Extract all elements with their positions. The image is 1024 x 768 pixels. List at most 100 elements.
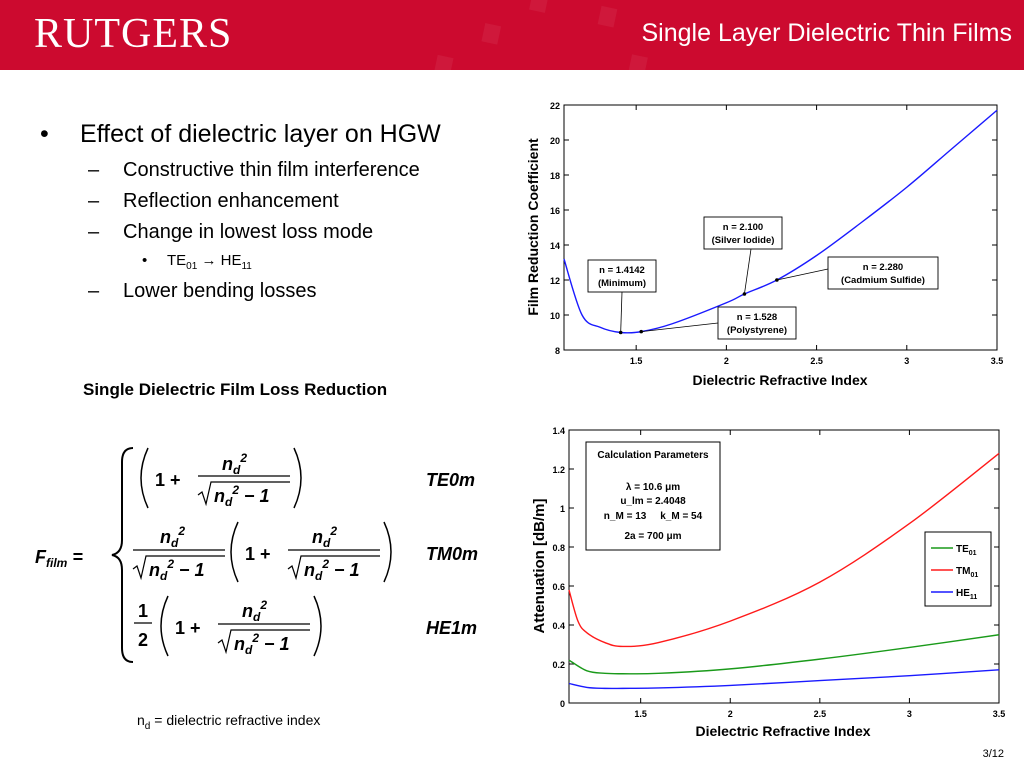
chart-xlabel: Dielectric Refractive Index — [692, 372, 867, 388]
mode-from-sub: 01 — [186, 261, 198, 272]
slide-title: Single Layer Dielectric Thin Films — [641, 19, 1013, 47]
chart-xlabel: Dielectric Refractive Index — [695, 723, 870, 738]
legend-label-tm: TM01 — [956, 566, 978, 579]
film-reduction-chart: Film Reduction Coefficient Dielectric Re… — [525, 101, 1004, 388]
svg-text:1 +: 1 + — [175, 618, 201, 638]
series-line-te01 — [568, 634, 1000, 675]
annotation-line2: (Silver Iodide) — [712, 235, 775, 246]
header-bar: ⋰⋱ RUTGERS Single Layer Dielectric Thin … — [0, 0, 1024, 70]
annotation-box — [703, 216, 783, 250]
svg-text:nd2 − 1: nd2 − 1 — [234, 631, 290, 657]
svg-text:2: 2 — [138, 630, 148, 650]
params-line: λ = 10.6 μm — [626, 482, 680, 493]
svg-text:nd2: nd2 — [312, 524, 337, 550]
sub-bullet-text: Reflection enhancement — [123, 190, 339, 212]
mode-label-te: TE0m — [426, 470, 475, 490]
x-tick-label: 1.5 — [630, 356, 643, 366]
svg-text:1: 1 — [138, 601, 148, 621]
svg-text:nd2 − 1: nd2 − 1 — [149, 557, 205, 583]
footnote-text: = dielectric refractive index — [150, 712, 321, 728]
series-line-he11 — [568, 669, 1000, 690]
sub-bullet-mode-change: – Change in lowest loss mode — [40, 221, 510, 244]
y-tick-label: 0.8 — [552, 543, 565, 553]
svg-text:nd2: nd2 — [242, 598, 267, 624]
arrow-icon: → — [201, 252, 217, 269]
annotation-line1: n = 2.100 — [723, 222, 763, 233]
y-tick-label: 1.2 — [552, 465, 565, 475]
sub-bullet-text: Lower bending losses — [123, 280, 317, 302]
x-tick-label: 3 — [904, 356, 909, 366]
y-tick-label: 1.4 — [552, 426, 565, 436]
loss-reduction-formula: Ffilm = 1 + nd2 nd2 − 1 TE0m nd2 nd2 − 1… — [35, 447, 478, 663]
x-tick-label: 1.5 — [634, 709, 647, 719]
sub-bullet-reflection: – Reflection enhancement — [40, 190, 510, 213]
annotation-line1: n = 1.4142 — [599, 265, 645, 276]
y-tick-label: 14 — [550, 241, 560, 251]
params-line: 2a = 700 μm — [625, 531, 682, 542]
annotation-arrow-head — [618, 330, 623, 335]
svg-text:nd2 − 1: nd2 − 1 — [304, 557, 360, 583]
y-tick-label: 0.4 — [552, 621, 565, 631]
bullet-main-text: Effect of dielectric layer on HGW — [80, 120, 441, 148]
formula-row-tm: nd2 nd2 − 1 1 + nd2 nd2 − 1 TM0m — [132, 521, 478, 583]
annotation-arrow-head — [639, 329, 644, 334]
sub-bullet-interference: – Constructive thin film interference — [40, 159, 510, 182]
sub-bullet-text: Constructive thin film interference — [123, 159, 420, 181]
y-tick-label: 16 — [550, 206, 560, 216]
sub-sub-bullet-mode: • TE01 → HE11 — [40, 252, 510, 272]
formula-title: Single Dielectric Film Loss Reduction — [83, 380, 388, 399]
formula-lhs: Ffilm = — [35, 547, 83, 570]
svg-text:1 +: 1 + — [155, 470, 181, 490]
dash-marker: – — [88, 159, 100, 181]
y-tick-label: 0 — [560, 699, 565, 709]
legend-label-te: TE01 — [956, 544, 977, 557]
formula-row-te: 1 + nd2 nd2 − 1 TE0m — [140, 447, 475, 509]
params-title: Calculation Parameters — [597, 450, 709, 461]
sub-bullet-text: Change in lowest loss mode — [123, 221, 374, 243]
y-tick-label: 20 — [550, 136, 560, 146]
svg-text:nd2: nd2 — [160, 524, 185, 550]
annotation-line2: (Cadmium Sulfide) — [841, 275, 925, 286]
annotation-arrow-line — [776, 268, 829, 281]
bullet-marker: • — [142, 252, 148, 269]
svg-text:nd2 − 1: nd2 − 1 — [214, 483, 270, 509]
y-tick-label: 0.6 — [552, 582, 565, 592]
sub-bullet-bending: – Lower bending losses — [40, 280, 510, 303]
dash-marker: – — [88, 221, 100, 243]
annotation-line1: n = 2.280 — [863, 262, 903, 273]
legend-label-he: HE11 — [956, 588, 977, 601]
annotation-line1: n = 1.528 — [737, 312, 777, 323]
annotation-arrow-line — [641, 322, 719, 333]
formula-row-he: 1 2 1 + nd2 nd2 − 1 HE1m — [134, 595, 477, 657]
annotation-line2: (Polystyrene) — [727, 325, 787, 336]
annotation-box — [717, 306, 797, 340]
y-tick-label: 1 — [560, 504, 565, 514]
annotation-arrow-head — [775, 278, 779, 282]
attenuation-chart: Attenuation [dB/m] Dielectric Refractive… — [531, 426, 1005, 738]
params-line: u_lm = 2.4048 — [620, 496, 686, 507]
page-number: 3/12 — [982, 748, 1004, 760]
y-tick-label: 8 — [555, 346, 560, 356]
rutgers-logo: RUTGERS — [34, 11, 233, 57]
dash-marker: – — [88, 280, 100, 302]
y-tick-label: 12 — [550, 276, 560, 286]
x-tick-label: 3 — [907, 709, 912, 719]
annotation-box — [587, 259, 657, 293]
x-tick-label: 2 — [728, 709, 733, 719]
mode-from: TE — [167, 252, 187, 269]
x-tick-label: 2.5 — [810, 356, 823, 366]
footnote-sub: d — [144, 720, 151, 732]
bullet-marker: • — [40, 120, 49, 148]
mode-label-tm: TM0m — [426, 544, 478, 564]
chart-ylabel: Attenuation [dB/m] — [531, 499, 548, 634]
calculation-parameters-box: Calculation Parameters λ = 10.6 μm u_lm … — [585, 441, 721, 551]
footnote: nd = dielectric refractive index — [137, 712, 320, 732]
x-tick-label: 3.5 — [991, 356, 1004, 366]
series-line-main — [563, 109, 998, 334]
dash-marker: – — [88, 190, 100, 212]
x-tick-label: 2.5 — [814, 709, 827, 719]
y-tick-label: 10 — [550, 311, 560, 321]
y-tick-label: 18 — [550, 171, 560, 181]
series-line-tm01 — [568, 452, 1000, 648]
x-tick-label: 2 — [724, 356, 729, 366]
